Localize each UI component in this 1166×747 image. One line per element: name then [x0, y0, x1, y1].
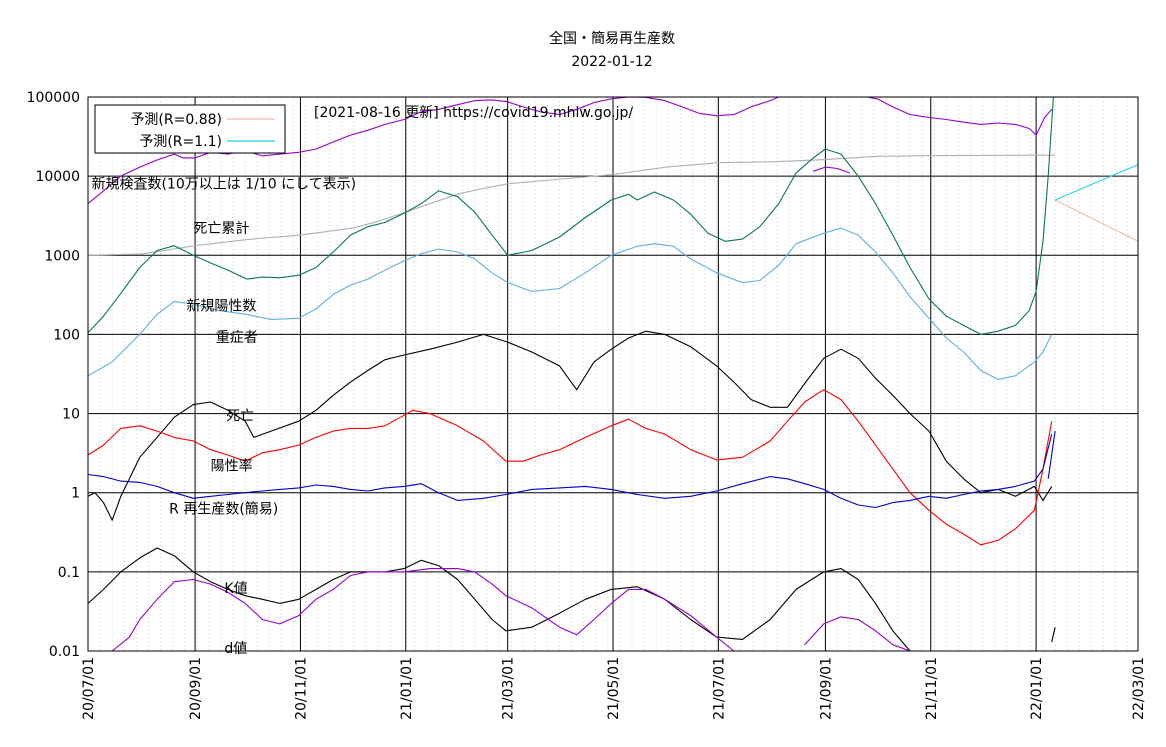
axes: 0.01 0.1 1 10 100 1000 10000 100000 20/07/01 20/0… [27, 90, 1147, 720]
series-tests_late [866, 96, 1053, 136]
series-deaths [87, 330, 1053, 521]
series-d_value_late [804, 616, 911, 652]
series-label-5: 陽性率 [211, 458, 253, 475]
series-forecast_r088_low [1047, 431, 1056, 479]
plot-frame [87, 96, 1139, 652]
series-d_value [111, 568, 735, 652]
grid [87, 96, 1139, 652]
series-label-7: K値 [224, 581, 247, 597]
legend: 予測(R=0.88) 予測(R=1.1) [94, 104, 286, 154]
x-tick-label: 21/07/01 [711, 657, 727, 720]
series-forecast_r11 [1054, 164, 1139, 201]
y-tick-label: 0.1 [58, 565, 80, 581]
y-tick-label: 0.01 [49, 644, 80, 660]
x-tick-label: 21/01/01 [399, 657, 415, 720]
series-group [87, 96, 1139, 652]
series-labels: 新規検査数(10万以上は 1/10 にして表示) 死亡累計新規陽性数重症者死亡陽性… [91, 176, 356, 656]
legend-label-0: 予測(R=0.88) [130, 112, 222, 128]
y-tick-label: 100000 [27, 90, 80, 106]
series-label-4: 死亡 [226, 408, 254, 424]
series-k_value [87, 547, 911, 652]
y-tick-label: 1000 [44, 248, 80, 264]
x-tick-label: 21/09/01 [818, 657, 834, 720]
legend-label-1: 予測(R=1.1) [139, 134, 222, 150]
series-label-8: d値 [224, 641, 247, 657]
x-tick-label: 20/11/01 [293, 657, 309, 720]
series-tests [87, 96, 780, 205]
x-tick-label: 20/07/01 [81, 657, 97, 720]
series-new_positive [87, 227, 1053, 380]
update-annotation: [2021-08-16 更新] https://covid19.mhlw.go.… [314, 105, 633, 121]
series-label-0: 新規検査数(10万以上は 1/10 にして表示) [91, 176, 356, 192]
x-tick-label: 20/09/01 [188, 657, 204, 720]
series-k_value_tail [1051, 627, 1056, 643]
x-tick-label: 21/03/01 [501, 657, 517, 720]
series-deaths_cumulative [87, 154, 1056, 256]
y-tick-label: 100 [53, 327, 80, 343]
y-tick-label: 10 [62, 407, 80, 423]
series-forecast_r088 [1054, 199, 1139, 242]
x-tick-label: 21/11/01 [924, 657, 940, 720]
x-tick-label: 22/01/01 [1029, 657, 1045, 720]
legend-box [94, 104, 286, 154]
y-tick-label: 10000 [35, 169, 80, 185]
y-tick-label: 1 [71, 486, 80, 502]
series-tests_scaled [813, 166, 850, 174]
series-label-2: 新規陽性数 [186, 299, 256, 315]
x-tick-label: 22/03/01 [1131, 657, 1147, 720]
chart-title: 全国・簡易再生産数 [549, 30, 675, 47]
chart-subtitle: 2022-01-12 [571, 54, 652, 70]
series-reproduction_number [87, 433, 1053, 509]
series-label-6: R 再生産数(簡易) [169, 501, 278, 517]
series-severe [87, 96, 1054, 335]
series-label-1: 死亡累計 [193, 221, 249, 237]
series-label-3: 重症者 [216, 330, 258, 346]
x-tick-label: 21/05/01 [606, 657, 622, 720]
